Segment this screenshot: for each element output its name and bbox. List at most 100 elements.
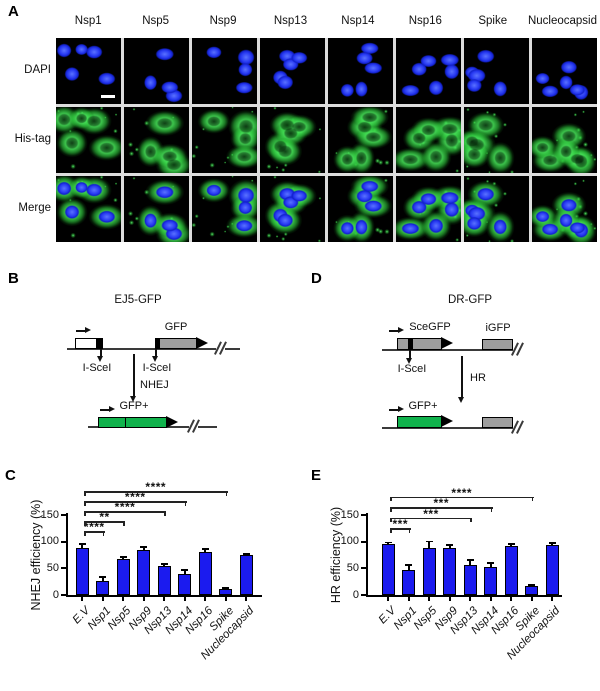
ej5-isce1-label-2: I-SceI [142,362,172,374]
bar-nsp16 [198,551,212,595]
micrograph-dapi-nsp5 [124,38,189,104]
error-bar-cap [548,542,556,544]
sig-bracket-end [123,521,125,526]
y-tick-label: 100 [40,535,59,548]
micrograph-histag-spike [464,107,529,173]
micrograph-histag-nsp14 [328,107,393,173]
bar-spike [219,589,232,595]
ej5-gfp-box [155,338,197,349]
sig-stars: **** [124,490,146,504]
sig-stars: ** [99,510,110,524]
x-tick [407,597,410,601]
micrograph-dapi-nsp16 [396,38,461,104]
y-tick-label: 150 [340,508,359,521]
column-label-nucleocapsid: Nucleocapsid [527,15,597,27]
x-tick [81,597,83,601]
dr-hr-arrow-icon [458,356,464,403]
y-tick-label: 0 [52,588,59,601]
bar-nsp5 [422,547,436,595]
y-tick-label: 50 [46,561,59,574]
ej5-product-arrowhead-icon [166,416,178,428]
ej5-isce1-arrow-1-icon [97,349,103,362]
x-tick [163,597,165,601]
bar-nsp9 [443,547,456,595]
ej5-pathway-label: NHEJ [140,379,169,391]
x-axis-line [66,595,262,597]
sig-bracket-line [84,511,166,513]
x-tick [142,597,145,601]
column-label-nsp5: Nsp5 [142,15,170,27]
micrograph-grid [56,38,597,242]
column-label-nsp14: Nsp14 [341,15,375,27]
bar-spike [525,585,538,595]
micrograph-merge-nsp9 [192,176,257,242]
dr-cut-site-mark [408,339,413,349]
y-tick [361,540,366,543]
sig-bracket-line [84,491,228,493]
dr-bottom-igfp-box [482,417,513,428]
ej5-product-label: GFP+ [119,400,149,412]
micrograph-histag-nucleocapsid [532,107,597,173]
ej5-isce1-arrow-2-icon [152,349,158,362]
sig-bracket-end [390,496,392,501]
ej5-cut-site-mark-2 [156,339,160,348]
error-bar-cap [487,561,494,564]
error-bar-cap [201,548,209,550]
micrograph-merge-spike [464,176,529,242]
panel-c-label: C [5,467,16,484]
column-label-nsp1: Nsp1 [74,15,102,27]
sig-bracket-end [84,521,86,526]
x-tick [551,597,553,601]
bar-nsp9 [137,550,150,595]
column-label-nsp13: Nsp13 [273,15,308,27]
error-bar-cap [160,563,168,565]
micrograph-histag-nsp5 [124,107,189,173]
ej5-gfp-arrowhead-icon [196,337,208,349]
dr-isce1-label: I-SceI [397,363,427,375]
x-tick [224,597,227,601]
dr-scegfp-label: SceGFP [409,321,451,333]
dr-gfp-title: DR-GFP [447,294,493,306]
error-bar-line [183,568,186,574]
column-label-spike: Spike [478,15,508,27]
y-tick [61,594,66,596]
error-bar-cap [384,541,392,544]
column-label-nsp9: Nsp9 [209,15,237,27]
bar-nsp14 [484,567,497,595]
micrograph-histag-nsp9 [192,107,257,173]
dr-isce1-arrow-icon [406,350,412,364]
micrograph-dapi-nsp14 [328,38,393,104]
x-tick [204,597,206,601]
dr-igfp-box [482,339,513,350]
bar-nsp5 [116,559,130,595]
panel-d-label: D [311,270,322,287]
ej5-top-chromosome-line [67,348,240,350]
x-tick [428,597,430,601]
sig-bracket-line [84,531,105,533]
dr-scegfp-box [397,338,442,350]
sig-bracket-end [164,511,166,516]
error-bar-cap [507,543,515,546]
error-bar-line [489,561,492,568]
error-bar-line [428,540,430,548]
dr-bottom-break-icon [513,422,522,433]
error-bar-cap [425,540,433,543]
sig-bracket-line [390,496,534,499]
ej5-bottom-break-icon [189,421,198,432]
y-tick [61,540,66,543]
sig-bracket-end [490,507,493,512]
x-axis-line [366,595,562,597]
error-bar-cap [78,542,86,545]
error-bar-line [81,542,83,549]
micrograph-dapi-nsp13 [260,38,325,104]
sig-bracket-end [225,491,228,496]
micrograph-merge-nsp16 [396,176,461,242]
bar-nucleocapsid [239,555,253,595]
sig-bracket-line [390,507,493,509]
y-tick-label: 100 [340,535,359,548]
dr-scegfp-arrowhead-icon [441,337,453,349]
micrograph-column-labels: Nsp1 Nsp5 Nsp9 Nsp13 Nsp14 Nsp16 Spike Nucleoca… [56,15,597,27]
ej5-gfp-label: GFP [164,321,188,333]
sig-bracket-end [408,528,411,533]
scale-bar [101,95,115,98]
